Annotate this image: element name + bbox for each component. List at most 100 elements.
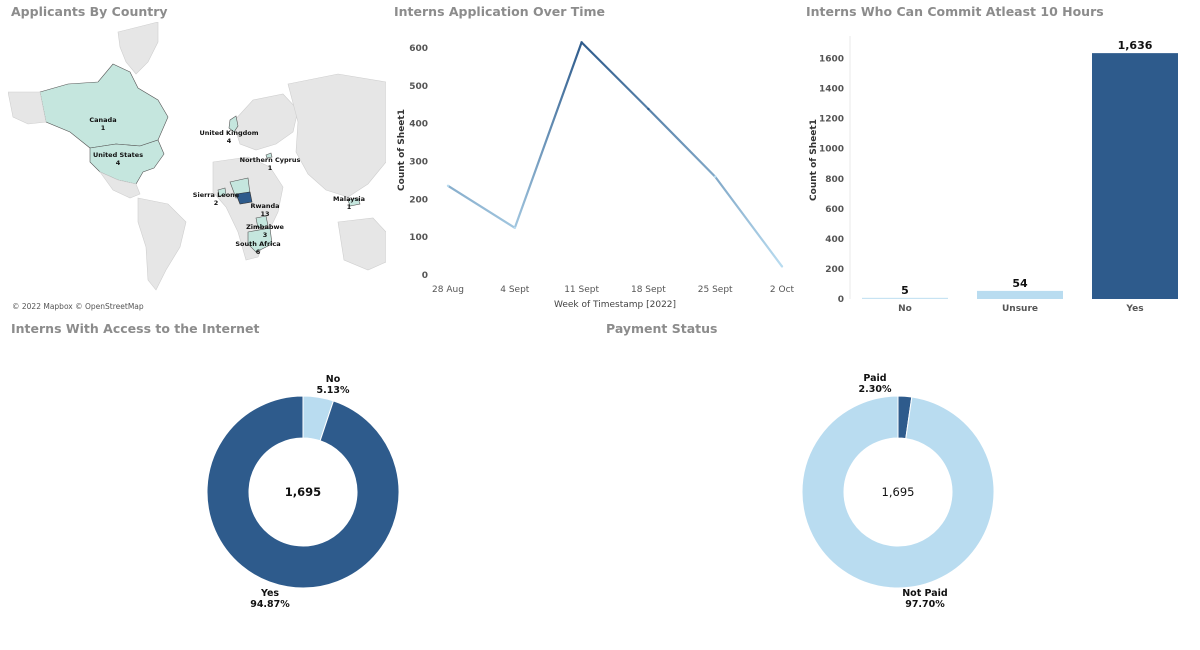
line-x-axis-label: Week of Timestamp [2022] xyxy=(554,300,676,310)
line-x-tick-4-sept: 4 Sept xyxy=(500,285,530,295)
land-united-states[interactable] xyxy=(89,139,165,185)
bar-y-tick-800: 800 xyxy=(825,175,844,185)
payment-slice-not-paid[interactable] xyxy=(801,395,995,589)
bar-x-tick-yes: Yes xyxy=(1125,304,1143,314)
line-y-tick-200: 200 xyxy=(409,195,428,205)
bar-x-tick-unsure: Unsure xyxy=(1002,304,1038,314)
land-greenland xyxy=(117,21,159,75)
map-label-sierra-leone: Sierra Leone xyxy=(193,191,240,199)
bar-no[interactable] xyxy=(862,297,948,299)
land-canada[interactable] xyxy=(39,63,169,149)
land-malaysia[interactable] xyxy=(347,197,361,207)
land-sierra-leone[interactable] xyxy=(217,187,227,197)
map-value-rwanda: 13 xyxy=(260,210,269,218)
bar-y-tick-1000: 1000 xyxy=(819,145,844,155)
payment-donut[interactable]: Paid 2.30% Not Paid 97.70% 1,695 xyxy=(745,360,1055,620)
map-credit: © 2022 Mapbox © OpenStreetMap xyxy=(12,302,144,311)
bar-unsure[interactable] xyxy=(977,290,1063,299)
bar-y-axis-label: Count of Sheet1 xyxy=(809,119,819,201)
land-asia xyxy=(287,73,387,198)
line-y-tick-300: 300 xyxy=(409,157,428,167)
line-y-tick-600: 600 xyxy=(409,44,428,54)
land-south-america xyxy=(137,197,187,291)
bar-chart-svg: 0 200 400 600 800 1000 1200 1400 1600 5 No 54 Unsure… xyxy=(809,36,1178,314)
payment-percent-paid: 2.30% xyxy=(859,384,892,395)
line-y-tick-500: 500 xyxy=(409,82,428,92)
land-zimbabwe[interactable] xyxy=(255,215,269,229)
payment-percent-not-paid: 97.70% xyxy=(905,599,945,610)
line-x-tick-25-sept: 25 Sept xyxy=(698,285,733,295)
bar-data-label-yes: 1,636 xyxy=(1118,39,1153,52)
internet-label-no: No xyxy=(326,374,341,385)
land-northern-cyprus[interactable] xyxy=(265,152,273,159)
map-label-south-africa: South Africa xyxy=(235,240,280,248)
land-south-africa[interactable] xyxy=(247,227,273,253)
internet-center-total: 1,695 xyxy=(285,485,321,499)
line-series[interactable] xyxy=(447,41,783,268)
map-label-rwanda: Rwanda xyxy=(250,202,279,210)
line-point-28-aug[interactable] xyxy=(446,184,450,188)
map-value-united-states: 4 xyxy=(116,159,121,167)
land-europe xyxy=(232,93,299,151)
land-rwanda[interactable] xyxy=(235,191,253,205)
bar-y-tick-1200: 1200 xyxy=(819,115,844,125)
map-value-south-africa: 6 xyxy=(256,248,261,256)
payment-donut-title: Payment Status xyxy=(606,321,718,336)
line-y-axis-label: Count of Sheet1 xyxy=(397,109,407,191)
map-value-northern-cyprus: 1 xyxy=(268,164,273,172)
map-label-zimbabwe: Zimbabwe xyxy=(246,223,284,231)
bar-data-label-no: 5 xyxy=(901,284,909,297)
line-point-4-sept[interactable] xyxy=(513,226,516,230)
land-central-america xyxy=(99,171,141,199)
line-y-tick-400: 400 xyxy=(409,120,428,130)
line-x-tick-18-sept: 18 Sept xyxy=(631,285,666,295)
internet-donut-title: Interns With Access to the Internet xyxy=(11,321,260,336)
line-point-2-oct[interactable] xyxy=(780,265,784,268)
line-chart[interactable]: 0 100 200 300 400 500 600 28 Aug 4 Sept 11 Sept 18… xyxy=(390,22,795,314)
map-label-canada: Canada xyxy=(89,116,116,124)
line-chart-title: Interns Application Over Time xyxy=(394,4,606,19)
map-value-united-kingdom: 4 xyxy=(227,137,232,145)
world-map[interactable]: Canada 1 United States 4 United Kingdom 4 Nort… xyxy=(7,21,387,314)
bar-chart-title: Interns Who Can Commit Atleast 10 Hours xyxy=(806,4,1104,19)
line-y-tick-100: 100 xyxy=(409,233,428,243)
payment-label-paid: Paid xyxy=(863,373,886,384)
line-x-tick-2-oct: 2 Oct xyxy=(770,285,795,295)
payment-label-not-paid: Not Paid xyxy=(902,588,948,599)
map-label-malaysia: Malaysia xyxy=(333,195,365,203)
map-label-united-states: United States xyxy=(93,151,143,159)
map-value-zimbabwe: 3 xyxy=(263,231,268,239)
bar-data-label-unsure: 54 xyxy=(1012,277,1028,290)
map-value-canada: 1 xyxy=(101,124,106,132)
line-point-11-sept[interactable] xyxy=(580,41,583,44)
bar-y-tick-200: 200 xyxy=(825,265,844,275)
internet-donut[interactable]: No 5.13% Yes 94.87% 1,695 xyxy=(150,360,460,620)
bar-y-tick-1600: 1600 xyxy=(819,55,844,65)
line-point-25-sept[interactable] xyxy=(714,175,717,178)
bar-y-tick-600: 600 xyxy=(825,205,844,215)
land-alaska xyxy=(7,91,47,125)
internet-percent-yes: 94.87% xyxy=(250,599,290,610)
internet-slice-yes[interactable] xyxy=(206,395,400,589)
payment-center-total: 1,695 xyxy=(882,485,915,499)
bar-yes[interactable] xyxy=(1092,53,1178,300)
land-united-kingdom[interactable] xyxy=(228,115,239,133)
map-label-northern-cyprus: Northern Cyprus xyxy=(240,156,301,164)
map-value-sierra-leone: 2 xyxy=(214,199,219,207)
bar-x-tick-no: No xyxy=(898,304,912,314)
internet-percent-no: 5.13% xyxy=(317,385,350,396)
bar-y-tick-0: 0 xyxy=(838,295,844,305)
map-title: Applicants By Country xyxy=(11,4,168,19)
map-value-malaysia: 1 xyxy=(347,203,352,211)
line-x-tick-11-sept: 11 Sept xyxy=(564,285,599,295)
bar-y-tick-1400: 1400 xyxy=(819,85,844,95)
bar-y-tick-400: 400 xyxy=(825,235,844,245)
internet-label-yes: Yes xyxy=(260,588,279,599)
line-point-18-sept[interactable] xyxy=(647,107,650,111)
bar-chart[interactable]: 0 200 400 600 800 1000 1200 1400 1600 5 No 54 Unsure… xyxy=(800,22,1195,322)
line-x-tick-28-aug: 28 Aug xyxy=(432,285,464,295)
map-label-united-kingdom: United Kingdom xyxy=(199,129,258,137)
